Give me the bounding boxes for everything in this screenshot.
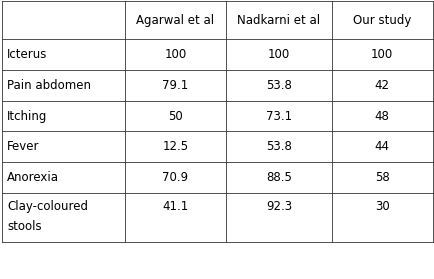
Text: 50: 50 [168,110,182,122]
Text: 79.1: 79.1 [162,79,188,92]
Text: 100: 100 [370,48,392,61]
Text: 12.5: 12.5 [162,140,188,153]
Text: Anorexia: Anorexia [7,171,59,184]
Text: 92.3: 92.3 [265,200,291,213]
Text: Our study: Our study [352,14,411,27]
Text: 88.5: 88.5 [265,171,291,184]
Text: 53.8: 53.8 [265,140,291,153]
Text: 100: 100 [267,48,289,61]
Text: 100: 100 [164,48,186,61]
Text: Clay-coloured: Clay-coloured [7,200,88,213]
Text: Itching: Itching [7,110,48,122]
Text: 30: 30 [374,200,389,213]
Text: stools: stools [7,220,42,233]
Text: 42: 42 [374,79,389,92]
Text: 48: 48 [374,110,389,122]
Text: 44: 44 [374,140,389,153]
Text: Fever: Fever [7,140,40,153]
Text: 58: 58 [374,171,389,184]
Text: 53.8: 53.8 [265,79,291,92]
Text: 73.1: 73.1 [265,110,291,122]
Text: Agarwal et al: Agarwal et al [136,14,214,27]
Text: 70.9: 70.9 [162,171,188,184]
Text: Pain abdomen: Pain abdomen [7,79,91,92]
Text: Nadkarni et al: Nadkarni et al [237,14,320,27]
Text: 41.1: 41.1 [162,200,188,213]
Text: Icterus: Icterus [7,48,48,61]
